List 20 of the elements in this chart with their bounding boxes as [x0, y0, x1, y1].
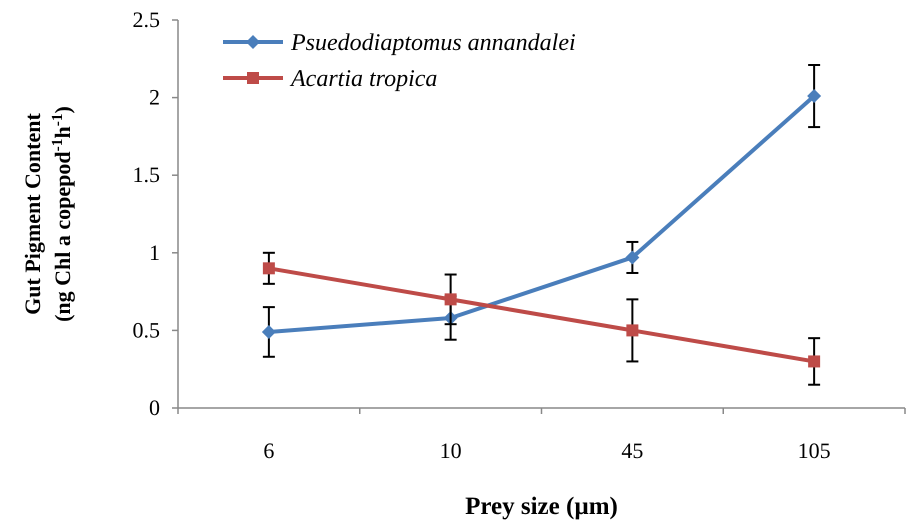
point [444, 293, 457, 306]
x-tick-label: 6 [263, 438, 274, 463]
y-tick-label: 2.5 [132, 7, 160, 32]
y-tick-label: 1.5 [132, 162, 160, 188]
x-axis-title: Prey size (µm) [465, 493, 618, 520]
x-tick-label: 105 [798, 438, 831, 463]
x-tick-label: 45 [621, 438, 644, 463]
point [807, 89, 822, 104]
y-tick-label: 2 [149, 84, 160, 110]
y-tick-label: 1 [149, 240, 160, 265]
x-tick-label: 10 [440, 438, 462, 463]
point [626, 324, 638, 336]
point [625, 250, 640, 264]
y-tick-label: 0 [149, 395, 160, 420]
y-tick-label: 0.5 [132, 317, 160, 342]
legend-label: Psuedodiaptomus annandalei [290, 30, 576, 56]
point [262, 262, 275, 274]
legend-label: Acartia tropica [289, 66, 438, 92]
point [262, 324, 276, 339]
point [808, 355, 820, 368]
